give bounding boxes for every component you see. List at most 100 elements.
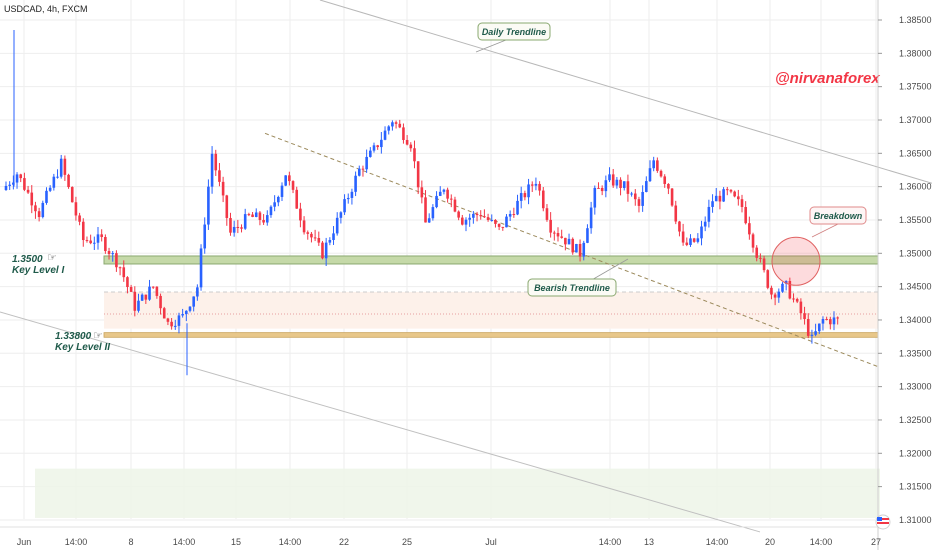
candle-body (748, 223, 751, 235)
candle-body (247, 214, 251, 216)
y-tick-label: 1.32500 (899, 415, 932, 425)
candle-body (792, 298, 795, 300)
candle-body (770, 287, 773, 295)
candle-body (711, 201, 714, 207)
candle-body (530, 184, 534, 186)
daily-trendline-annotation-label: Daily Trendline (482, 27, 546, 37)
candle-body (129, 287, 133, 292)
candle-body (461, 217, 464, 225)
candle-body (472, 213, 475, 218)
candle-body (306, 232, 310, 234)
candle-body (766, 270, 770, 288)
candle-body (670, 188, 674, 206)
candle-body (633, 193, 637, 200)
candle-body (15, 174, 19, 183)
candle-body (346, 197, 350, 200)
candle-body (416, 161, 420, 188)
candle-body (74, 202, 78, 216)
candle-body (295, 189, 299, 209)
y-tick-label: 1.36000 (899, 182, 932, 192)
x-tick-label: 25 (402, 537, 412, 547)
candle-body (394, 122, 398, 124)
candle-body (273, 202, 276, 207)
breakdown-annotation-label: Breakdown (814, 211, 863, 221)
candle-body (497, 223, 501, 227)
candle-body (453, 199, 457, 212)
candle-body (777, 291, 781, 298)
candle-body (486, 217, 490, 221)
y-tick-label: 1.31500 (899, 482, 932, 492)
candle-body (166, 318, 170, 322)
candle-body (615, 179, 619, 186)
key-level-2-price: 1.33800 (55, 331, 92, 342)
candle-body (328, 239, 332, 243)
candle-body (751, 234, 755, 248)
key-level-1-zone (103, 255, 879, 265)
candle-body (81, 221, 85, 241)
x-tick-label: 22 (339, 537, 349, 547)
consolidation-band (104, 291, 878, 329)
candle-body (600, 187, 604, 192)
candle-body (280, 185, 284, 197)
candle-body (225, 195, 229, 219)
candle-body (420, 187, 424, 198)
candle-body (343, 199, 346, 213)
candle-body (578, 243, 582, 257)
candle-body (148, 286, 151, 300)
candle-body (372, 145, 376, 151)
candle-body (398, 123, 402, 128)
candle-body (59, 158, 63, 177)
candle-body (151, 286, 155, 288)
candle-body (350, 191, 354, 198)
candle-body (177, 315, 181, 326)
bearish-trendline (264, 132, 879, 368)
candle-body (431, 207, 435, 219)
pointing-hand-icon: ☞ (47, 252, 57, 264)
candle-body (490, 219, 494, 221)
candle-body (707, 206, 711, 222)
candle-body (722, 189, 725, 202)
candle-body (652, 160, 655, 169)
candle-body (376, 145, 379, 148)
candle-body (214, 153, 218, 171)
candle-body (85, 240, 89, 242)
candle-body (468, 217, 471, 220)
candle-body (637, 199, 641, 206)
watermark: @nirvanaforex (775, 70, 880, 87)
candle-body (678, 221, 681, 232)
candle-body (118, 267, 122, 269)
candle-body (608, 174, 611, 181)
candle-body (288, 175, 291, 182)
x-tick-label: 14:00 (173, 537, 196, 547)
candle-body (424, 197, 427, 223)
y-tick-label: 1.33000 (899, 382, 932, 392)
candle-body (505, 216, 508, 228)
y-tick-label: 1.34500 (899, 282, 932, 292)
candle-body (254, 212, 258, 217)
candle-body (733, 191, 736, 197)
candle-body (192, 296, 195, 307)
candle-body (667, 183, 670, 189)
candle-body (126, 277, 129, 288)
candle-body (188, 306, 192, 311)
candle-body (111, 253, 115, 255)
candle-body (52, 176, 56, 188)
candle-body (656, 160, 659, 171)
candle-body (755, 247, 759, 258)
x-tick-label: 13 (644, 537, 654, 547)
candle-body (243, 214, 247, 229)
candle-body (534, 183, 538, 186)
candle-body (361, 168, 365, 170)
candle-body (380, 139, 383, 148)
candle-body (258, 212, 262, 220)
candle-body (516, 200, 519, 215)
us-flag-stripe (877, 522, 889, 524)
candle-body (519, 193, 523, 201)
candle-body (140, 294, 144, 301)
breakdown-circle (771, 236, 821, 286)
candle-body (832, 317, 836, 325)
y-tick-label: 1.36500 (899, 148, 932, 158)
bearish-trendline-annotation-box (527, 278, 617, 297)
candle-body (45, 190, 48, 203)
